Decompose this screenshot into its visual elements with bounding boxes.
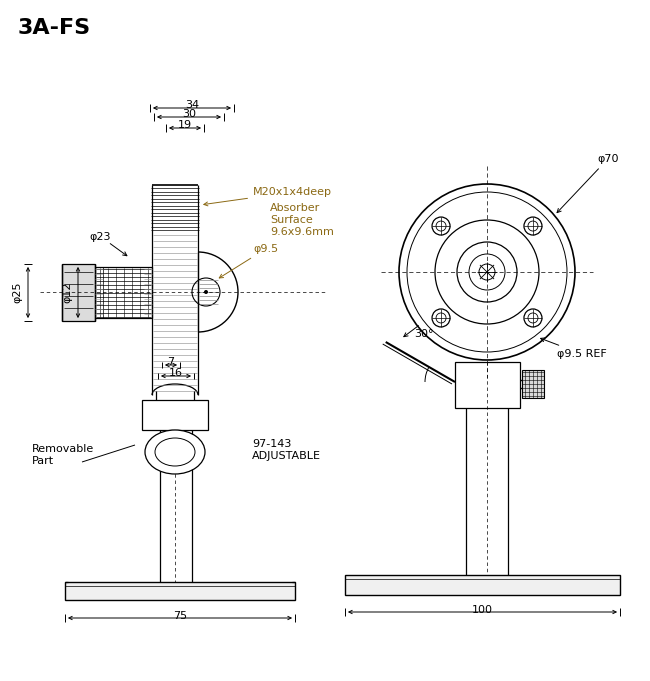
Bar: [455, 362, 520, 408]
Text: φ23: φ23: [89, 232, 111, 242]
Text: 34: 34: [185, 100, 199, 110]
Text: 97-143
ADJUSTABLE: 97-143 ADJUSTABLE: [252, 439, 321, 461]
Text: φ9.5 REF: φ9.5 REF: [541, 338, 606, 359]
Bar: [95, 267, 152, 318]
Text: 75: 75: [173, 611, 187, 621]
Text: 100: 100: [472, 605, 493, 615]
Text: M20x1x4deep: M20x1x4deep: [204, 187, 332, 206]
Text: φ70: φ70: [557, 154, 619, 212]
Bar: [345, 575, 620, 595]
Bar: [65, 582, 295, 600]
Text: φ25: φ25: [12, 282, 22, 303]
Text: Absorber
Surface
9.6x9.6mm: Absorber Surface 9.6x9.6mm: [270, 204, 334, 236]
Bar: [142, 400, 208, 430]
Bar: [522, 370, 544, 398]
Ellipse shape: [155, 438, 195, 466]
Text: 16: 16: [169, 368, 183, 378]
Text: Removable
Part: Removable Part: [32, 444, 94, 466]
Text: 30: 30: [182, 109, 196, 119]
Ellipse shape: [145, 430, 205, 474]
Text: 3A-FS: 3A-FS: [18, 18, 91, 38]
Bar: [62, 264, 95, 321]
Text: 7: 7: [168, 357, 175, 367]
Text: 30°: 30°: [413, 329, 433, 339]
Text: φ12: φ12: [62, 282, 72, 303]
Text: φ9.5: φ9.5: [219, 244, 278, 278]
Text: 19: 19: [178, 120, 192, 130]
Circle shape: [204, 290, 208, 294]
